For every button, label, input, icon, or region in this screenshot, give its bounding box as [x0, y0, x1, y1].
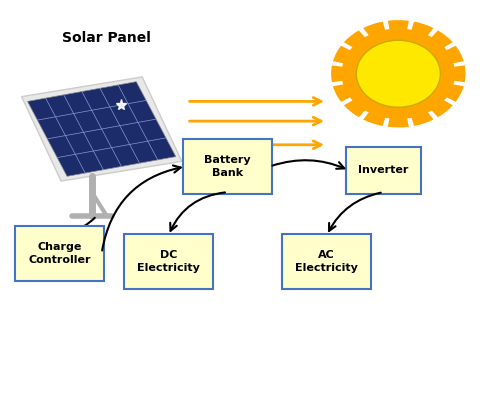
- Text: Solar Panel: Solar Panel: [62, 31, 151, 45]
- Wedge shape: [398, 65, 466, 82]
- Wedge shape: [348, 45, 399, 74]
- Wedge shape: [398, 74, 455, 87]
- Wedge shape: [363, 22, 398, 74]
- Wedge shape: [344, 74, 399, 117]
- Text: DC
Electricity: DC Electricity: [137, 250, 200, 273]
- Text: Battery
Bank: Battery Bank: [204, 155, 251, 178]
- Wedge shape: [398, 22, 434, 74]
- Wedge shape: [331, 65, 398, 82]
- Wedge shape: [398, 60, 455, 74]
- Wedge shape: [398, 74, 448, 103]
- Text: Inverter: Inverter: [358, 166, 408, 176]
- Wedge shape: [382, 74, 398, 119]
- Wedge shape: [398, 74, 464, 102]
- FancyBboxPatch shape: [346, 147, 420, 194]
- Text: Charge
Controller: Charge Controller: [28, 242, 91, 265]
- Wedge shape: [398, 74, 434, 126]
- Circle shape: [356, 40, 440, 107]
- Wedge shape: [398, 34, 434, 74]
- Wedge shape: [398, 46, 464, 74]
- Wedge shape: [398, 74, 415, 119]
- Wedge shape: [333, 46, 398, 74]
- Wedge shape: [363, 74, 398, 126]
- Wedge shape: [362, 34, 399, 74]
- Wedge shape: [344, 30, 399, 74]
- Wedge shape: [362, 74, 399, 114]
- FancyBboxPatch shape: [124, 234, 213, 289]
- Wedge shape: [342, 74, 398, 87]
- Wedge shape: [342, 60, 398, 74]
- Wedge shape: [398, 29, 415, 74]
- Wedge shape: [382, 29, 398, 74]
- FancyBboxPatch shape: [183, 139, 272, 194]
- Wedge shape: [398, 45, 448, 74]
- FancyBboxPatch shape: [15, 226, 104, 281]
- Wedge shape: [398, 74, 452, 117]
- Wedge shape: [398, 30, 452, 74]
- Wedge shape: [388, 74, 409, 128]
- Wedge shape: [398, 74, 434, 114]
- Text: AC
Electricity: AC Electricity: [295, 250, 358, 273]
- Polygon shape: [28, 82, 176, 176]
- Wedge shape: [388, 20, 409, 74]
- Wedge shape: [348, 74, 399, 103]
- Wedge shape: [333, 74, 398, 102]
- Polygon shape: [22, 77, 182, 181]
- FancyBboxPatch shape: [282, 234, 371, 289]
